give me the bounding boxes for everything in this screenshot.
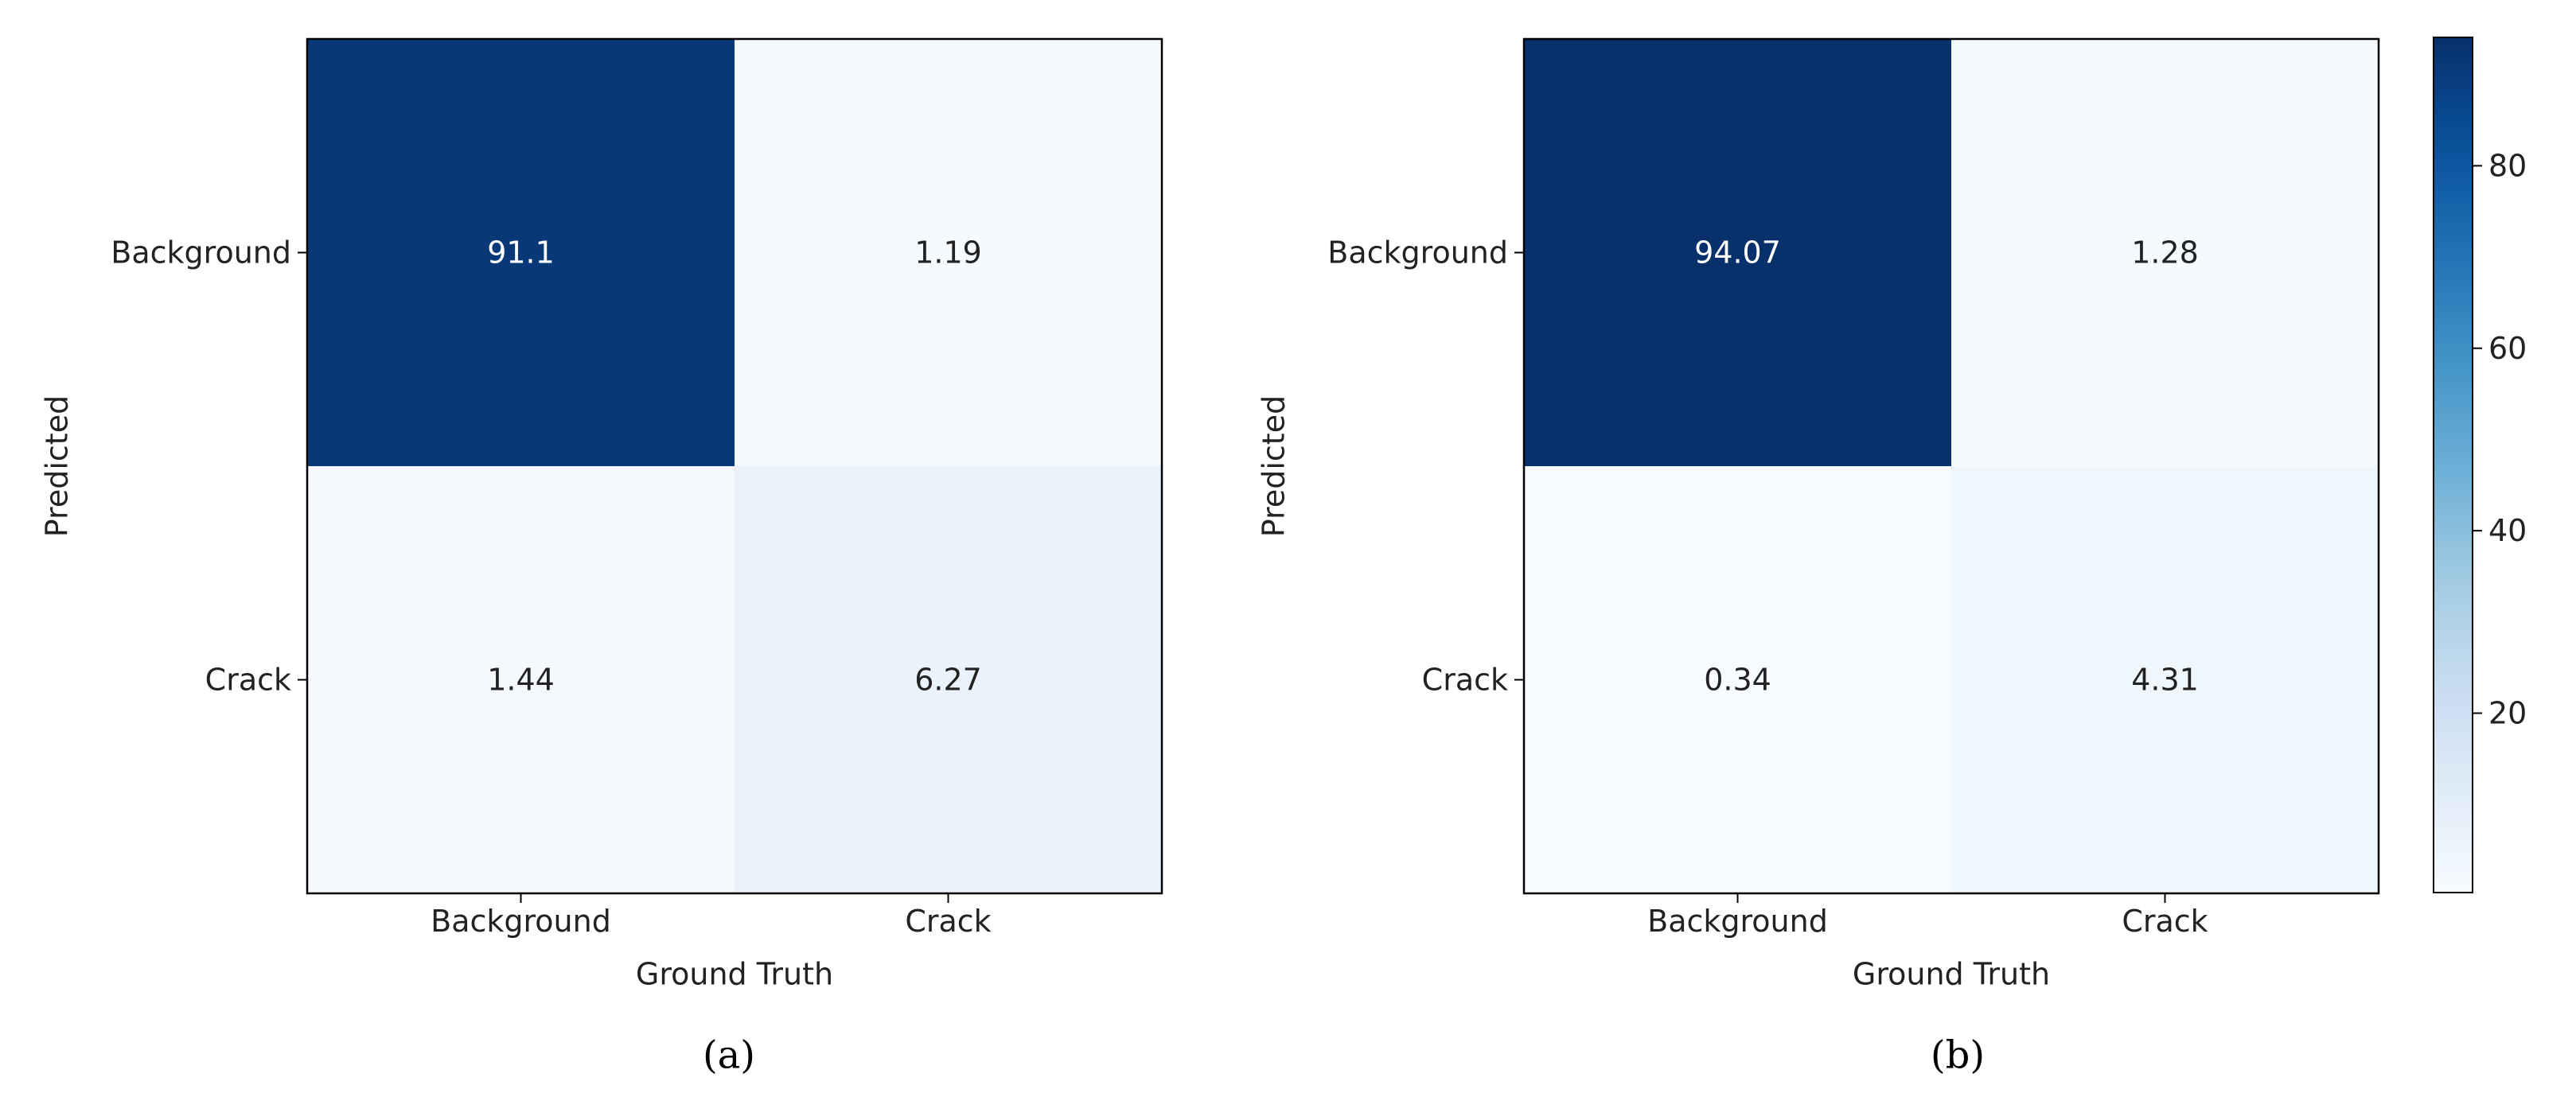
x-axis-label: Ground Truth <box>636 957 833 992</box>
plot-frame <box>306 37 1163 895</box>
cell-value-label: 0.34 <box>1704 663 1771 698</box>
heatmap-cell <box>307 39 735 467</box>
y-tick-label: Crack <box>205 663 291 698</box>
cell-value-label: 6.27 <box>914 663 982 698</box>
cell-value-label: 4.31 <box>2131 663 2199 698</box>
heatmap-cell <box>735 466 1163 894</box>
y-tick-label: Crack <box>1422 663 1508 698</box>
y-axis-label: Predicted <box>40 395 75 537</box>
x-tick-label: Crack <box>2122 904 2208 939</box>
panel-label: (a) <box>703 1033 755 1078</box>
cell-value-label: 91.1 <box>487 235 555 270</box>
cell-value-label: 1.28 <box>2131 235 2199 270</box>
cell-value-label: 1.19 <box>914 235 982 270</box>
colorbar-tick-label: 60 <box>2488 331 2527 366</box>
cell-value-label: 1.44 <box>487 663 555 698</box>
colorbar-gradient <box>2434 37 2473 893</box>
heatmap-cell <box>1524 39 1952 467</box>
y-axis-label: Predicted <box>1257 395 1292 537</box>
y-tick-label: Background <box>1327 235 1508 270</box>
plot-frame <box>1522 37 2380 895</box>
x-tick-label: Background <box>431 904 611 939</box>
colorbar-tick-label: 80 <box>2488 148 2527 183</box>
heatmap-cell <box>1951 39 2379 467</box>
heatmap-cell <box>1951 466 2379 894</box>
heatmap-panel-b: 94.07 1.28 0.34 4.31 Background Crack Backgrou… <box>1257 37 2380 1078</box>
heatmap-cell <box>307 466 735 894</box>
y-tick-label: Background <box>111 235 291 270</box>
colorbar-tick-label: 40 <box>2488 513 2527 548</box>
heatmap-panel-a: 91.1 1.19 1.44 6.27 Background Crack Backgroun… <box>40 37 1163 1078</box>
colorbar-tick-label: 20 <box>2488 696 2527 731</box>
x-tick-label: Crack <box>905 904 991 939</box>
panel-label: (b) <box>1931 1033 1985 1078</box>
cell-value-label: 94.07 <box>1694 235 1781 270</box>
x-tick-label: Background <box>1647 904 1828 939</box>
heatmap-cell <box>735 39 1163 467</box>
colorbar-frame <box>2433 37 2473 893</box>
x-axis-label: Ground Truth <box>1853 957 2050 992</box>
heatmap-cell <box>1524 466 1952 894</box>
colorbar: 20 40 60 80 <box>2433 37 2527 893</box>
